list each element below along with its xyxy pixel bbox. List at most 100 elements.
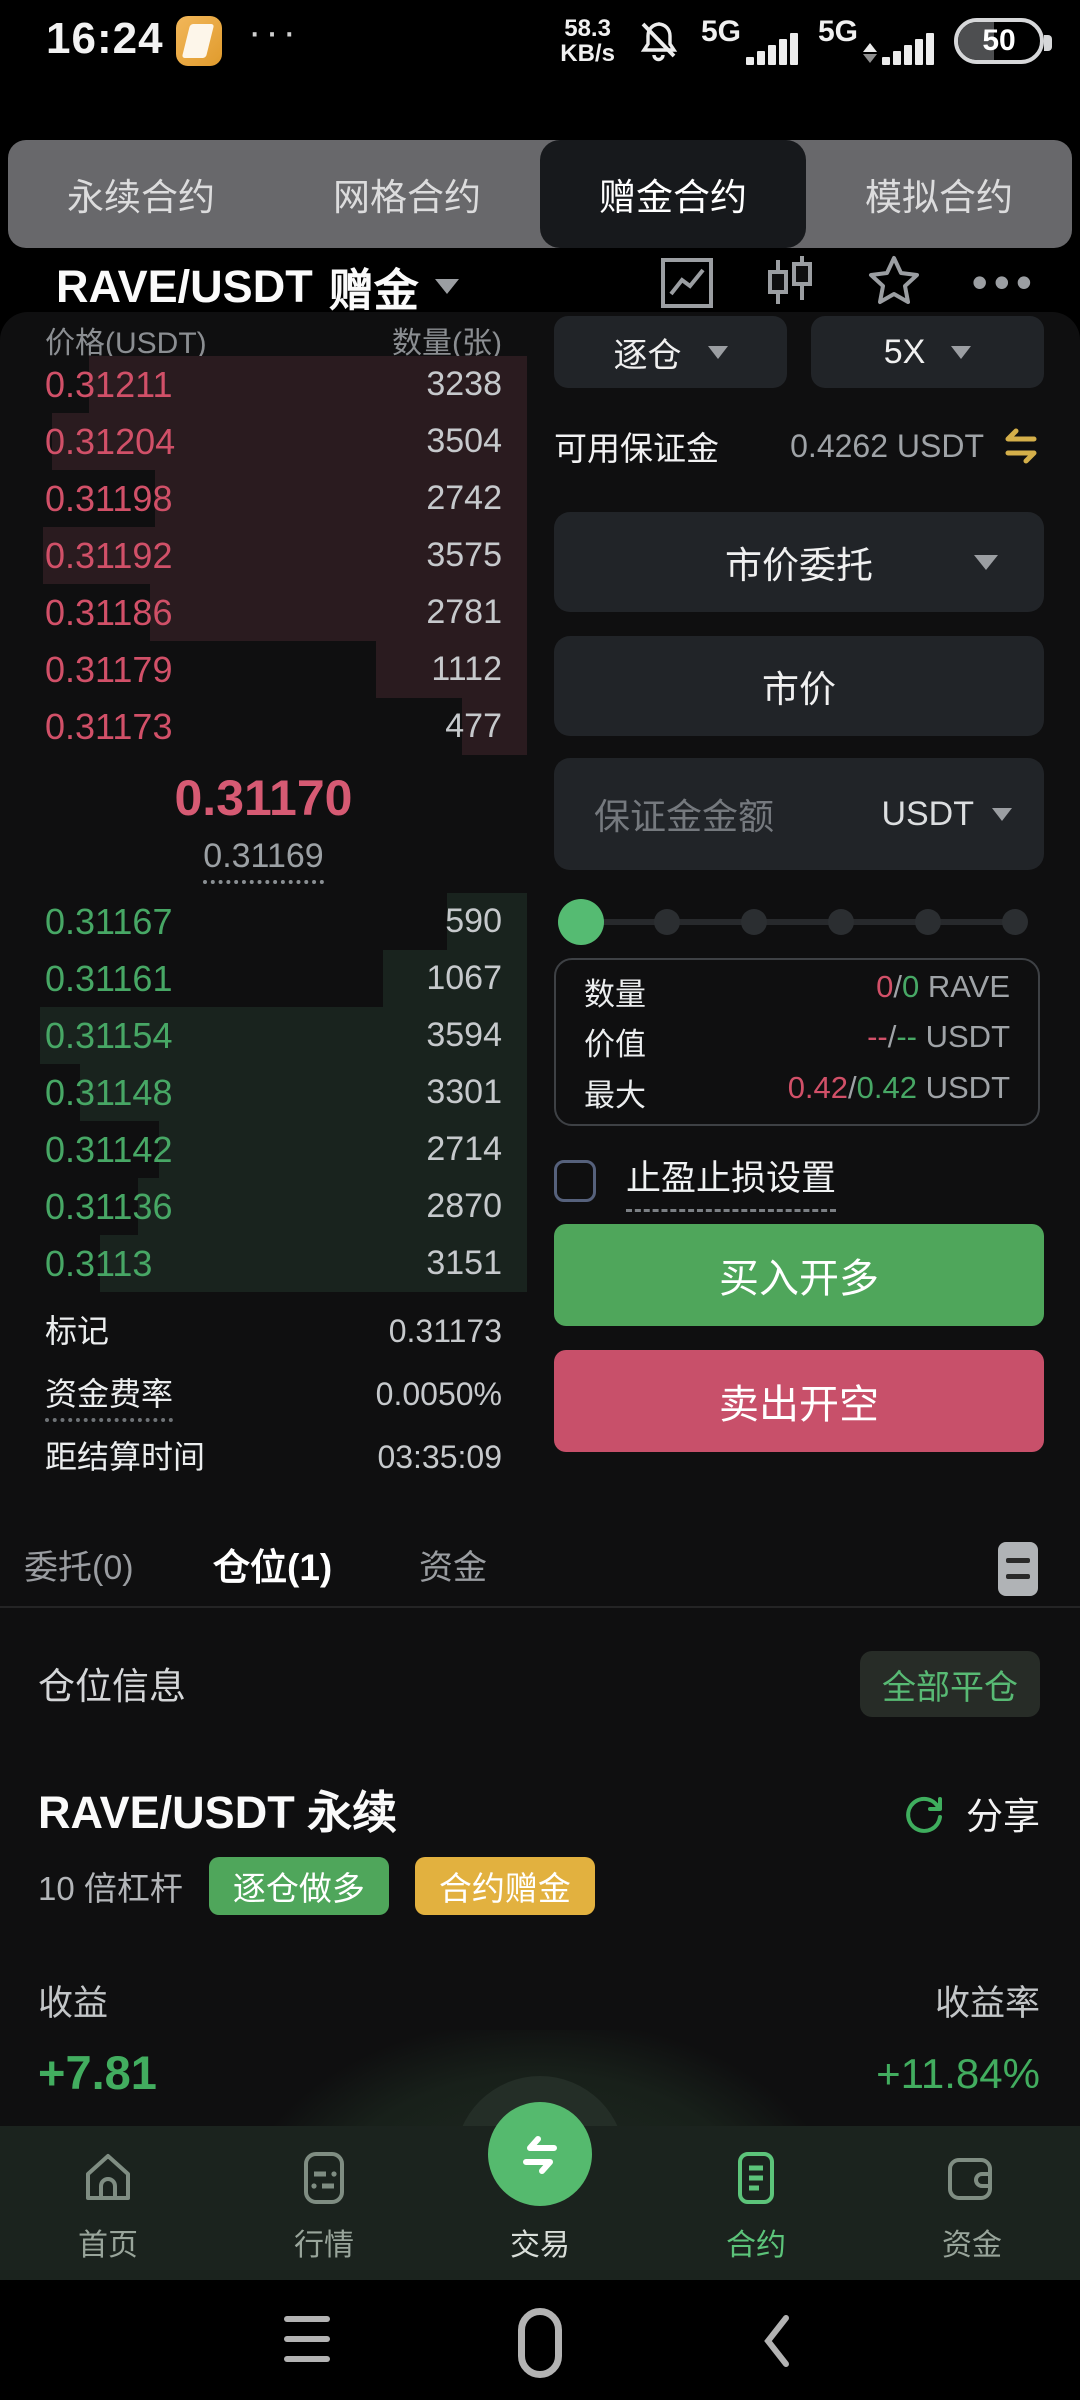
tpsl-checkbox[interactable] — [554, 1160, 596, 1202]
transfer-icon[interactable] — [998, 426, 1044, 466]
wallet-icon — [948, 2158, 992, 2200]
price: 0.31142 — [45, 1129, 173, 1170]
margin-mode-select[interactable]: 逐仓 — [554, 316, 787, 388]
sell-short-button[interactable]: 卖出开空 — [554, 1350, 1044, 1452]
clock: 16:24 — [46, 14, 164, 63]
qty-info-row: 数量 0/0 RAVE — [584, 968, 1010, 1012]
tab-bonus[interactable]: 赠金合约 — [540, 140, 806, 248]
home-button[interactable] — [518, 2308, 562, 2378]
position-info-title: 仓位信息 — [38, 1666, 186, 1707]
slider-step[interactable] — [915, 909, 941, 935]
bid-row[interactable]: 0.3113 3151 — [0, 1235, 527, 1292]
ask-row[interactable]: 0.31192 3575 — [0, 527, 527, 584]
depth-bar — [376, 641, 527, 698]
position-info-header: 仓位信息 全部平仓 — [0, 1645, 1080, 1729]
depth-bar — [382, 950, 527, 1007]
mark-label: 标记 — [45, 1313, 110, 1349]
tab-demo[interactable]: 模拟合约 — [865, 177, 1013, 218]
back-button[interactable] — [756, 2310, 796, 2372]
roe-value: +11.84% — [876, 2050, 1040, 2097]
funding-label[interactable]: 资金费率 — [45, 1366, 174, 1423]
more-icon[interactable]: ••• — [971, 256, 1038, 308]
chart-icon[interactable] — [658, 252, 716, 312]
close-all-button[interactable]: 全部平仓 — [860, 1651, 1040, 1717]
bid-row[interactable]: 0.31142 2714 — [0, 1121, 527, 1178]
trade-fab[interactable] — [488, 2102, 592, 2206]
ask-row[interactable]: 0.31179 1112 — [0, 641, 527, 698]
contract-type-tabs: 永续合约 网格合约 赠金合约 模拟合约 — [8, 140, 1072, 248]
mark-price-row: 标记 0.31173 — [0, 1303, 527, 1360]
depth-bar — [88, 356, 527, 413]
notification-overflow-icon: ··· — [248, 10, 300, 54]
markets-icon — [304, 2152, 344, 2204]
bid-row[interactable]: 0.31154 3594 — [0, 1007, 527, 1064]
nav-contracts[interactable]: 合约 — [648, 2126, 864, 2280]
max-info-row: 最大 0.42/0.42 USDT — [584, 1070, 1010, 1114]
quantity: 3301 — [426, 1073, 502, 1111]
nav-assets[interactable]: 资金 — [864, 2126, 1080, 2280]
ask-row[interactable]: 0.31211 3238 — [0, 356, 527, 413]
list-view-icon[interactable] — [998, 1542, 1038, 1596]
tab-positions[interactable]: 仓位(1) — [213, 1547, 333, 1588]
ask-row[interactable]: 0.31186 2781 — [0, 584, 527, 641]
price: 0.31204 — [45, 421, 176, 462]
available-margin-row: 可用保证金 0.4262 USDT — [554, 420, 1044, 472]
slider-track — [580, 919, 1016, 925]
candlestick-icon[interactable] — [764, 252, 816, 312]
quantity: 477 — [445, 707, 502, 745]
ask-row[interactable]: 0.31204 3504 — [0, 413, 527, 470]
chevron-down-icon — [951, 345, 972, 359]
price: 0.31192 — [45, 535, 173, 576]
nav-home[interactable]: 首页 — [0, 2126, 216, 2280]
quantity: 3151 — [426, 1244, 502, 1282]
favorite-star-icon[interactable] — [864, 252, 924, 312]
funding-rate-row: 资金费率 0.0050% — [0, 1366, 527, 1423]
recents-button[interactable] — [284, 2316, 330, 2364]
leverage-label: 5X — [883, 332, 926, 371]
position-pair: RAVE/USDT 永续 — [38, 1787, 398, 1838]
margin-amount-input[interactable]: 保证金金额 USDT — [554, 758, 1044, 870]
ask-row[interactable]: 0.31198 2742 — [0, 470, 527, 527]
depth-bar — [446, 893, 527, 950]
leverage-select[interactable]: 5X — [811, 316, 1044, 388]
tab-assets[interactable]: 资金 — [419, 1549, 487, 1587]
buy-long-button[interactable]: 买入开多 — [554, 1224, 1044, 1326]
bid-row[interactable]: 0.31148 3301 — [0, 1064, 527, 1121]
price: 0.31211 — [45, 364, 173, 405]
bid-row[interactable]: 0.31161 1067 — [0, 950, 527, 1007]
slider-step[interactable] — [1002, 909, 1028, 935]
order-type-select[interactable]: 市价委托 — [554, 512, 1044, 612]
slider-handle[interactable] — [558, 899, 604, 945]
funding-value: 0.0050% — [375, 1376, 502, 1412]
bid-row[interactable]: 0.31167 590 — [0, 893, 527, 950]
spread-block: 0.31170 0.31169 — [0, 760, 527, 893]
tpsl-row: 止盈止损设置 — [554, 1150, 1044, 1212]
last-price[interactable]: 0.31170 — [174, 770, 353, 826]
slider-step[interactable] — [654, 909, 680, 935]
quantity: 1067 — [426, 959, 502, 997]
bid-row[interactable]: 0.31136 2870 — [0, 1178, 527, 1235]
tab-orders[interactable]: 委托(0) — [24, 1549, 134, 1587]
amount-slider[interactable] — [554, 890, 1044, 954]
system-navigation — [0, 2280, 1080, 2400]
price: 0.31154 — [45, 1015, 173, 1056]
divider — [0, 1606, 1080, 1608]
price: 0.31179 — [45, 649, 173, 690]
ask-row[interactable]: 0.31173 477 — [0, 698, 527, 755]
index-price[interactable]: 0.31169 — [203, 837, 324, 884]
nav-trade[interactable]: 交易 — [432, 2102, 648, 2280]
nav-markets[interactable]: 行情 — [216, 2126, 432, 2280]
pnl-labels: 收益 收益率 — [0, 1975, 1080, 2025]
price: 0.3113 — [45, 1243, 153, 1284]
tpsl-label[interactable]: 止盈止损设置 — [626, 1150, 837, 1212]
share-button[interactable]: 分享 — [900, 1780, 1040, 1846]
tab-perpetual[interactable]: 永续合约 — [67, 177, 215, 218]
slider-step[interactable] — [828, 909, 854, 935]
chevron-down-icon — [434, 279, 459, 294]
tab-grid[interactable]: 网格合约 — [333, 177, 481, 218]
order-type-label: 市价委托 — [725, 545, 873, 586]
slider-step[interactable] — [741, 909, 767, 935]
price-mode-field[interactable]: 市价 — [554, 636, 1044, 736]
pair-selector[interactable]: RAVE/USDT 赠金 — [56, 254, 459, 319]
